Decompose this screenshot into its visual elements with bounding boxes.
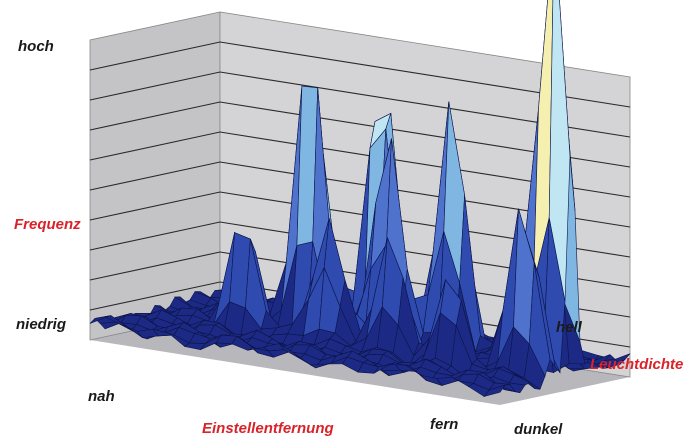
gridline [89,41,631,108]
gridline [89,221,631,288]
z-tick-low: niedrig [16,316,67,333]
gridline [89,161,631,228]
y-axis-title: Leuchtdichte [590,356,684,373]
x-tick-nah: nah [88,388,115,405]
z-tick-high: hoch [18,38,54,55]
surface-plot [89,0,631,398]
y-tick-hell: hell [556,319,582,336]
gridline [89,71,631,138]
gridline [89,251,631,318]
y-tick-dunkel: dunkel [514,421,563,438]
gridline [89,131,631,198]
gridline [89,101,631,168]
gridline [89,281,631,348]
z-axis-title: Frequenz [14,216,81,233]
surface-cell [483,384,506,398]
gridline [89,191,631,258]
x-axis-title: Einstellentfernung [202,420,334,437]
x-tick-fern: fern [430,416,459,433]
